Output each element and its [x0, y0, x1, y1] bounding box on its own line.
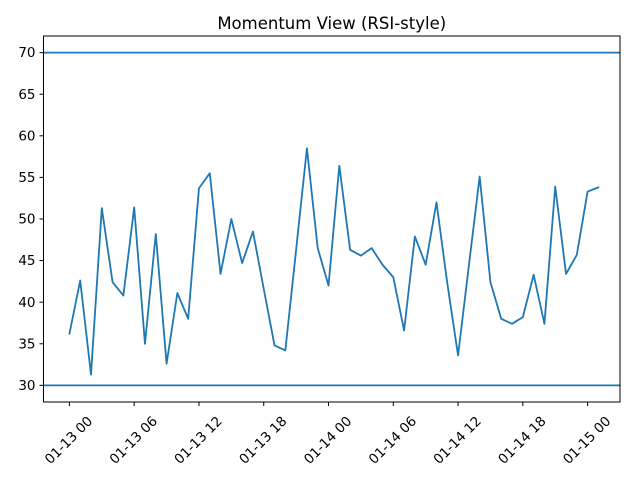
y-tick-label: 40	[18, 295, 35, 311]
chart-title: Momentum View (RSI-style)	[217, 14, 446, 33]
x-tick-label: 01-14 06	[366, 413, 420, 467]
plot-area: 01-13 00 01-13 06 01-13 12 01-13 18 01-14 00…	[18, 35, 621, 468]
y-tick-label: 30	[18, 378, 35, 394]
y-tick-label: 50	[18, 212, 35, 228]
x-tick-label: 01-13 18	[236, 413, 290, 467]
y-tick-label: 60	[18, 128, 35, 144]
x-tick-label: 01-14 00	[301, 413, 355, 467]
x-tick-label: 01-13 00	[42, 413, 96, 467]
x-tick-label: 01-13 06	[107, 413, 161, 467]
x-tick-label: 01-14 18	[495, 413, 549, 467]
x-tick-label: 01-13 12	[171, 413, 225, 467]
y-tick-label: 55	[18, 170, 35, 186]
y-tick-label: 70	[18, 45, 35, 61]
plot-border	[43, 35, 621, 403]
y-tick-label: 45	[18, 253, 35, 269]
y-tick-label: 65	[18, 87, 35, 103]
x-tick-label: 01-14 12	[431, 413, 485, 467]
y-tick-label: 35	[18, 336, 35, 352]
x-tick-label: 01-15 00	[560, 413, 614, 467]
momentum-series-line	[68, 147, 600, 376]
